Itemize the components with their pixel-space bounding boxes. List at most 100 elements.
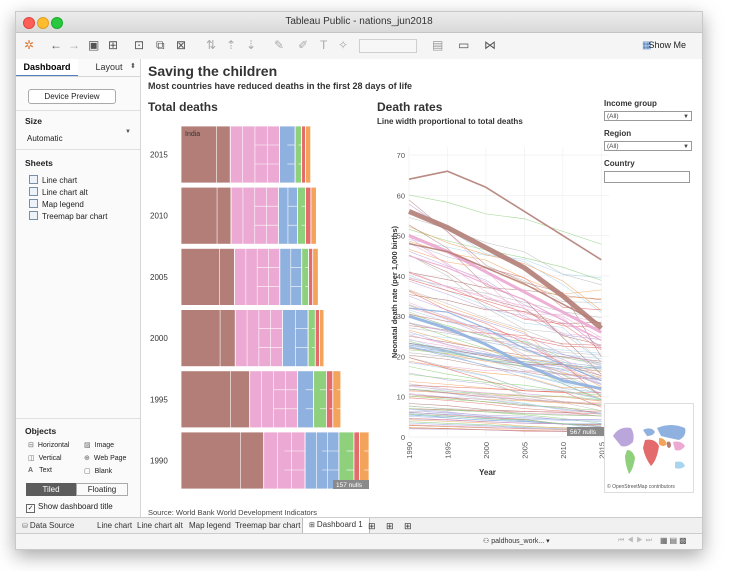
share-icon[interactable]: ⋈ [484, 38, 496, 52]
sheet-item-line-chart[interactable]: Line chart [29, 175, 77, 185]
tab-line-chart[interactable]: Line chart [97, 521, 133, 530]
line-chart[interactable]: 0 10 20 30 40 50 60 70 1990 1995 2000 2005 2010 20155… [371, 127, 609, 507]
object-image[interactable]: ▨ Image [84, 441, 114, 449]
highlight-icon[interactable]: ✎ [274, 38, 285, 52]
show-me-button[interactable]: Show Me [648, 40, 686, 50]
user-menu[interactable]: ⚇ paldhous_work... ▾ [483, 537, 550, 545]
new-story-tab-icon[interactable]: ⊞ [404, 521, 412, 531]
sort-descending-icon[interactable]: ⇣ [246, 38, 257, 52]
income-group-dropdown[interactable]: (All) ▼ [604, 111, 692, 121]
tab-treemap-bar-chart[interactable]: Treemap bar chart [235, 521, 301, 530]
save-icon[interactable]: ▣ [88, 38, 100, 52]
show-me-icon[interactable]: ▦ [642, 40, 652, 51]
label-icon[interactable]: T [320, 38, 328, 52]
swap-icon[interactable]: ⇅ [206, 38, 217, 52]
sheet-label: Treemap bar chart [42, 212, 108, 221]
minimize-window-button[interactable] [37, 17, 49, 29]
sheet-navigation-icon[interactable]: ⏮◀▶⏭ [618, 537, 656, 544]
line-chart-title: Death rates [377, 100, 443, 114]
tab-data-source[interactable]: ⛁ Data Source [22, 520, 74, 533]
nulls-label: 157 nulls [336, 482, 363, 489]
database-icon: ⛁ [22, 523, 28, 530]
title-bar: Tableau Public - nations_jun2018 [16, 12, 702, 33]
treemap-cell [263, 431, 306, 490]
fit-dropdown[interactable] [359, 39, 417, 53]
treemap-segment [229, 125, 280, 184]
map-legend[interactable]: © OpenStreetMap contributors [604, 403, 694, 493]
country-line [408, 357, 602, 408]
country-line [408, 322, 602, 364]
treemap-segment [313, 370, 327, 429]
country-line [408, 290, 602, 387]
object-text[interactable]: A Text [28, 467, 52, 474]
tab-label: Dashboard 1 [316, 520, 363, 529]
new-worksheet-tab-icon[interactable]: ⊞ [368, 521, 376, 531]
worksheet-icon [29, 175, 38, 184]
clear-sheet-icon[interactable]: ⊠ [176, 38, 187, 52]
treemap-chart[interactable]: 2015 India 2010 2005 2000 1995 1990 157 nulls [141, 117, 371, 490]
object-label: Blank [94, 468, 113, 475]
status-bar: ⚇ paldhous_work... ▾ ⏮◀▶⏭ ▦▤▩ [16, 533, 702, 549]
sheet-item-map-legend[interactable]: Map legend [29, 199, 84, 209]
view-mode-icon[interactable]: ▦▤▩ [660, 536, 689, 545]
size-dropdown[interactable]: Automatic ▼ [27, 128, 131, 143]
sort-ascending-icon[interactable]: ⇡ [226, 38, 237, 52]
object-horizontal[interactable]: ⊟ Horizontal [28, 441, 69, 449]
tableau-logo-icon[interactable]: ✲ [24, 38, 35, 52]
new-worksheet-icon[interactable]: ⊡ [134, 38, 145, 52]
pin-icon[interactable]: ✧ [338, 38, 349, 52]
country-line [408, 234, 602, 311]
back-arrow-icon[interactable]: ← [50, 38, 62, 52]
country-input[interactable] [604, 171, 690, 183]
country-label: Country [604, 159, 635, 168]
treemap-cell [332, 370, 342, 429]
x-tick-label: 1995 [443, 442, 452, 459]
sheet-item-treemap-bar-chart[interactable]: Treemap bar chart [29, 211, 108, 221]
income-group-label: Income group [604, 99, 657, 108]
treemap-segment [234, 247, 281, 306]
zoom-window-button[interactable] [51, 17, 63, 29]
sheet-item-line-chart-alt[interactable]: Line chart alt [29, 187, 88, 197]
object-vertical[interactable]: ◫ Vertical [28, 454, 62, 462]
tab-dashboard[interactable]: Dashboard [16, 59, 78, 77]
object-web-page[interactable]: ⊕ Web Page [84, 454, 126, 462]
new-data-source-icon[interactable]: ⊞ [108, 38, 119, 52]
tab-map-legend[interactable]: Map legend [189, 521, 231, 530]
device-preview-icon[interactable]: ▭ [458, 38, 470, 52]
treemap-segment [307, 309, 316, 368]
show-title-checkbox[interactable]: ✓ Show dashboard title [26, 502, 113, 513]
toolbar: ✲ ← → ▣ ⊞ ⊡ ⧉ ⊠ ⇅ ⇡ ⇣ ✎ ✐ T ✧ ▤ ▭ ⋈ ▦ Sh… [16, 33, 702, 60]
new-dashboard-tab-icon[interactable]: ⊞ [386, 521, 394, 531]
tiled-button[interactable]: Tiled [26, 483, 76, 496]
x-tick-label: 2015 [597, 442, 606, 459]
country-line [408, 278, 602, 318]
treemap-segment [294, 125, 303, 184]
duplicate-icon[interactable]: ⧉ [156, 38, 165, 52]
close-window-button[interactable] [23, 17, 35, 29]
country-line [408, 280, 602, 340]
device-preview-button[interactable]: Device Preview [28, 89, 116, 104]
y-tick-label: 20 [397, 352, 405, 361]
treemap-cell [305, 186, 312, 245]
forward-arrow-icon[interactable]: → [68, 38, 80, 52]
treemap-cell [297, 186, 306, 245]
treemap-cell [308, 247, 314, 306]
region-dropdown[interactable]: (All) ▼ [604, 141, 692, 151]
checkbox-label: Show dashboard title [38, 502, 113, 511]
y-tick-label: 60 [397, 191, 405, 200]
treemap-cell [180, 186, 232, 245]
treemap-segment [314, 309, 320, 368]
treemap-segment [301, 125, 306, 184]
treemap-segment [332, 370, 342, 429]
group-icon[interactable]: ✐ [298, 38, 309, 52]
chevron-down-icon[interactable]: ⬍ [130, 63, 136, 70]
floating-button[interactable]: Floating [76, 483, 128, 496]
tab-line-chart-alt[interactable]: Line chart alt [137, 521, 183, 530]
presentation-icon[interactable]: ▤ [432, 38, 444, 52]
sheet-label: Line chart alt [42, 188, 88, 197]
country-line [408, 393, 602, 414]
treemap-segment [319, 309, 325, 368]
object-blank[interactable]: ▢ Blank [84, 467, 112, 475]
tab-layout[interactable]: Layout [95, 62, 123, 72]
country-line [408, 314, 602, 391]
